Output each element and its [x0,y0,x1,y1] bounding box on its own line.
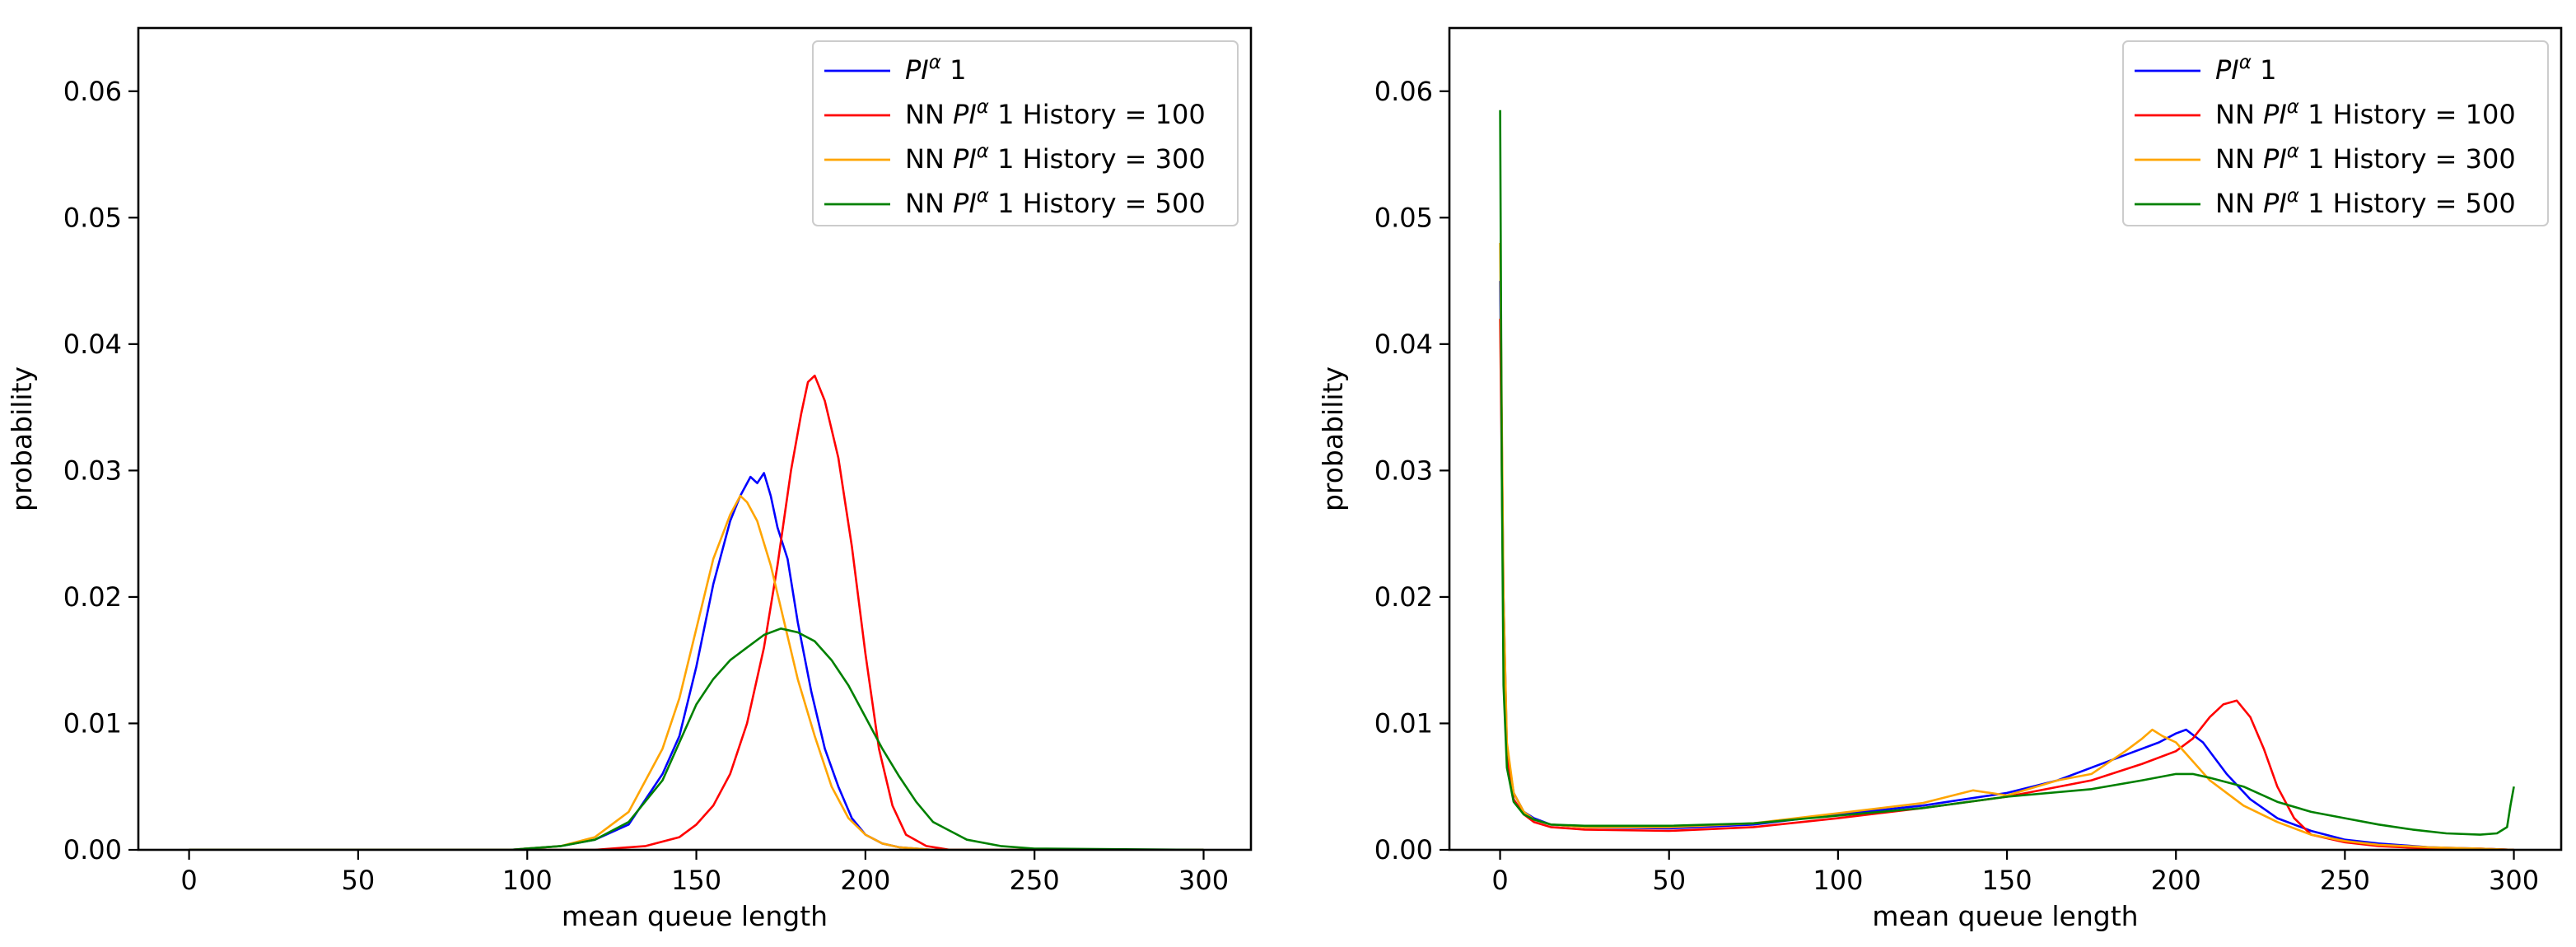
legend-label-prefix: NN [2215,188,2263,219]
x-tick-label: 300 [2489,865,2539,896]
x-axis-label: mean queue length [1872,900,2138,932]
y-tick-label: 0.05 [1374,202,1433,233]
y-tick-label: 0.02 [1374,581,1433,613]
legend-entry: NN PIα 1 History = 300 [2135,141,2516,175]
legend-label-superscript: α [977,141,989,162]
legend-entry: NN PIα 1 History = 500 [2135,185,2516,219]
x-tick-label: 200 [840,865,890,896]
x-tick-label: 100 [1813,865,1863,896]
legend-label-symbol: PI [953,143,977,175]
legend-label-prefix: NN [905,188,953,219]
series-line-4 [189,627,1204,850]
x-tick-label: 0 [180,865,197,896]
legend-label-prefix: NN [2215,143,2263,175]
x-tick-label: 150 [671,865,721,896]
series-line-1 [189,472,1204,850]
axes-frame [1448,26,2563,851]
legend-box [812,40,1239,226]
series-line-4 [1499,110,2515,836]
legend-label-symbol: PI [2263,143,2287,175]
series-line-3 [189,494,1204,850]
legend-label-symbol: PI [2263,188,2287,219]
series-line-2 [1499,319,2514,850]
legend-entry: NN PIα 1 History = 100 [2135,96,2516,130]
legend-entry: PIα 1 [824,52,966,86]
y-tick-label: 0.02 [63,581,122,613]
legend-label-symbol: PI [2215,54,2239,86]
legend-label-rest: 1 [2252,54,2277,86]
legend-label-symbol: PI [905,54,929,86]
legend-box [2122,40,2549,226]
y-tick-label: 0.06 [1374,76,1433,107]
legend-label-rest: 1 History = 300 [989,143,1206,175]
legend-label: NN PIα 1 History = 100 [2215,96,2516,130]
legend-label-rest: 1 History = 500 [989,188,1206,219]
series-line-3 [1499,242,2514,850]
legend-label-superscript: α [2287,96,2299,118]
x-tick-label: 100 [502,865,553,896]
y-tick-label: 0.05 [63,202,122,233]
chart-panel-left: 0 50 100 150 200 250 300 0.00 0.01 0.02 0.03 0.04 0.… [6,26,1253,932]
x-tick-label: 200 [2151,865,2201,896]
y-tick-label: 0.03 [1374,455,1433,486]
x-tick-label: 250 [2320,865,2370,896]
y-tick-label: 0.00 [1374,834,1433,865]
legend-label-symbol: PI [953,99,977,130]
legend-label-rest: 1 History = 100 [989,99,1206,130]
x-tick-label: 0 [1491,865,1508,896]
legend-entry: NN PIα 1 History = 300 [824,141,1206,175]
y-tick-label: 0.04 [63,329,122,360]
y-axis-label: probability [6,366,38,511]
x-tick-label: 50 [1652,865,1686,896]
legend-label: NN PIα 1 History = 100 [905,96,1206,130]
x-tick-label: 300 [1178,865,1229,896]
y-tick-label: 0.06 [63,76,122,107]
chart-panel-right: 0 50 100 150 200 250 300 0.00 0.01 0.02 0.03 0.04 0.… [1317,26,2563,932]
legend-label-rest: 1 History = 500 [2299,188,2516,219]
legend-label-prefix: NN [2215,99,2263,130]
y-tick-label: 0.00 [63,834,122,865]
series-line-2 [189,374,1204,850]
legend-entry: PIα 1 [2135,52,2276,86]
legend-label: NN PIα 1 History = 500 [2215,185,2516,219]
legend-label-superscript: α [2287,141,2299,162]
y-tick-label: 0.01 [63,707,122,739]
legend-label-superscript: α [2287,185,2299,207]
legend-label-prefix: NN [905,99,953,130]
series-line-1 [1499,281,2514,850]
y-tick-label: 0.03 [63,455,122,486]
x-tick-label: 50 [342,865,376,896]
x-tick-label: 250 [1010,865,1060,896]
x-tick-label: 150 [1982,865,2032,896]
legend-label-rest: 1 History = 300 [2299,143,2516,175]
legend-label: PIα 1 [905,52,966,86]
y-axis-label: probability [1317,366,1349,511]
legend-label: PIα 1 [2215,52,2276,86]
axes-frame [137,26,1253,851]
legend-label-prefix: NN [905,143,953,175]
legend-label-symbol: PI [2263,99,2287,130]
legend-label-rest: 1 [941,54,967,86]
legend-label-superscript: α [977,185,989,207]
legend-label: NN PIα 1 History = 300 [2215,141,2516,175]
x-axis-label: mean queue length [562,900,828,932]
legend-label-superscript: α [929,52,941,73]
legend-label-rest: 1 History = 100 [2299,99,2516,130]
legend-label: NN PIα 1 History = 300 [905,141,1206,175]
legend-entry: NN PIα 1 History = 100 [824,96,1206,130]
legend-label-symbol: PI [953,188,977,219]
legend-entry: NN PIα 1 History = 500 [824,185,1206,219]
y-tick-label: 0.04 [1374,329,1433,360]
legend-label: NN PIα 1 History = 500 [905,185,1206,219]
legend-label-superscript: α [977,96,989,118]
legend-label-superscript: α [2239,52,2252,73]
y-tick-label: 0.01 [1374,707,1433,739]
